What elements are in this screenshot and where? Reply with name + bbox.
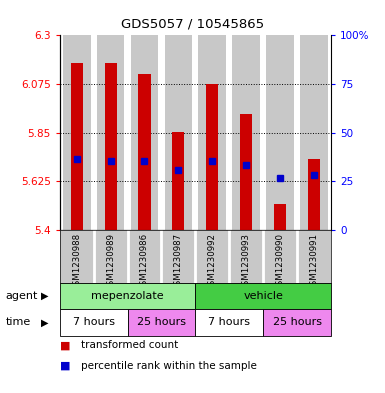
- Bar: [195, 283, 331, 309]
- Text: transformed count: transformed count: [81, 340, 178, 351]
- Bar: [127, 309, 195, 336]
- Text: GSM1230990: GSM1230990: [276, 233, 285, 290]
- Bar: [60, 283, 195, 309]
- Text: ■: ■: [60, 340, 70, 351]
- Text: ▶: ▶: [40, 318, 48, 327]
- Text: 7 hours: 7 hours: [73, 318, 115, 327]
- Bar: [300, 35, 328, 230]
- Text: GSM1230993: GSM1230993: [242, 233, 251, 290]
- Bar: [263, 309, 331, 336]
- Text: ■: ■: [60, 361, 70, 371]
- Bar: [97, 35, 124, 230]
- Bar: [70, 63, 83, 230]
- Text: time: time: [6, 318, 31, 327]
- Bar: [308, 158, 320, 230]
- Bar: [164, 35, 192, 230]
- Text: 25 hours: 25 hours: [137, 318, 186, 327]
- Bar: [131, 35, 158, 230]
- Bar: [104, 63, 117, 230]
- Text: GSM1230988: GSM1230988: [72, 233, 81, 291]
- Text: percentile rank within the sample: percentile rank within the sample: [81, 361, 257, 371]
- Text: GSM1230992: GSM1230992: [208, 233, 217, 290]
- Bar: [233, 35, 260, 230]
- Bar: [172, 132, 184, 230]
- Bar: [139, 74, 151, 230]
- Bar: [274, 204, 286, 230]
- Text: GDS5057 / 10545865: GDS5057 / 10545865: [121, 18, 264, 31]
- Text: GSM1230989: GSM1230989: [106, 233, 115, 290]
- Text: 7 hours: 7 hours: [208, 318, 250, 327]
- Bar: [63, 35, 90, 230]
- Bar: [60, 309, 127, 336]
- Text: 25 hours: 25 hours: [273, 318, 322, 327]
- Bar: [266, 35, 294, 230]
- Text: GSM1230991: GSM1230991: [310, 233, 319, 290]
- Text: agent: agent: [6, 291, 38, 301]
- Text: GSM1230987: GSM1230987: [174, 233, 183, 291]
- Text: ▶: ▶: [40, 291, 48, 301]
- Text: mepenzolate: mepenzolate: [91, 291, 164, 301]
- Bar: [206, 84, 218, 230]
- Text: GSM1230986: GSM1230986: [140, 233, 149, 291]
- Bar: [198, 35, 226, 230]
- Bar: [195, 309, 263, 336]
- Bar: [240, 114, 252, 230]
- Text: vehicle: vehicle: [243, 291, 283, 301]
